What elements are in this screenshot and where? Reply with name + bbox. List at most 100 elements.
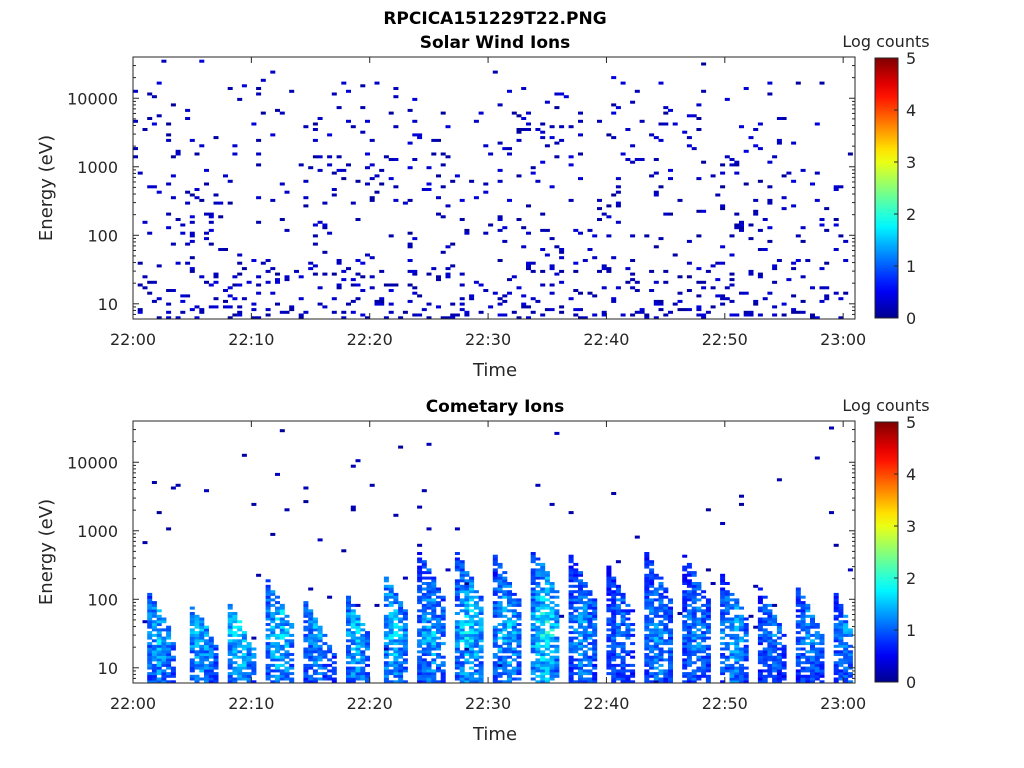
heatmap-cell bbox=[388, 177, 394, 181]
heatmap-cell bbox=[795, 655, 801, 659]
heatmap-cell bbox=[691, 587, 697, 591]
heatmap-cell bbox=[592, 294, 598, 298]
heatmap-cell bbox=[814, 658, 820, 662]
heatmap-cell bbox=[478, 644, 484, 648]
heatmap-cell bbox=[355, 603, 361, 607]
heatmap-cell bbox=[847, 650, 853, 654]
heatmap-cell bbox=[833, 598, 839, 602]
heatmap-cell bbox=[170, 666, 176, 670]
heatmap-cell bbox=[554, 590, 560, 594]
heatmap-cell bbox=[275, 472, 280, 476]
heatmap-cell bbox=[663, 625, 669, 629]
heatmap-cell bbox=[691, 661, 697, 665]
heatmap-cell bbox=[639, 310, 645, 314]
heatmap-cell bbox=[814, 672, 820, 676]
heatmap-cell bbox=[473, 614, 479, 618]
heatmap-cell bbox=[658, 647, 664, 651]
heatmap-cell bbox=[237, 253, 243, 257]
heatmap-cell bbox=[279, 631, 285, 635]
heatmap-cell bbox=[346, 267, 351, 271]
heatmap-cell bbox=[227, 620, 233, 624]
colorbar-tick-label: 4 bbox=[906, 465, 916, 484]
heatmap-cell bbox=[578, 669, 583, 673]
heatmap-cell bbox=[554, 658, 560, 662]
heatmap-cell bbox=[776, 653, 782, 656]
heatmap-cell bbox=[540, 248, 546, 251]
heatmap-cell bbox=[492, 554, 498, 558]
heatmap-cell bbox=[417, 642, 423, 646]
heatmap-cell bbox=[540, 633, 546, 637]
heatmap-cell bbox=[705, 568, 711, 572]
heatmap-cell bbox=[199, 620, 205, 624]
heatmap-cell bbox=[350, 278, 356, 282]
heatmap-cell bbox=[630, 655, 636, 659]
heatmap-cell bbox=[421, 489, 427, 493]
heatmap-cell bbox=[355, 283, 361, 287]
heatmap-cell bbox=[743, 310, 749, 314]
heatmap-cell bbox=[213, 280, 219, 284]
heatmap-cell bbox=[739, 674, 744, 678]
heatmap-cell bbox=[649, 582, 655, 585]
heatmap-cell bbox=[284, 677, 290, 681]
heatmap-cell bbox=[426, 661, 432, 665]
heatmap-cell bbox=[592, 653, 598, 656]
heatmap-cell bbox=[454, 672, 460, 676]
heatmap-cell bbox=[194, 305, 200, 309]
heatmap-cell bbox=[526, 231, 531, 235]
heatmap-cell bbox=[615, 677, 621, 681]
heatmap-cell bbox=[814, 653, 820, 656]
heatmap-cell bbox=[611, 644, 617, 648]
heatmap-cell bbox=[469, 297, 475, 301]
heatmap-cell bbox=[781, 313, 787, 317]
heatmap-cell bbox=[459, 628, 465, 632]
heatmap-cell bbox=[511, 666, 517, 670]
heatmap-cell bbox=[241, 655, 247, 659]
heatmap-cell bbox=[147, 280, 153, 284]
heatmap-cell bbox=[147, 603, 153, 607]
heatmap-cell bbox=[587, 669, 593, 673]
heatmap-cell bbox=[454, 590, 460, 594]
heatmap-cell bbox=[204, 658, 209, 662]
heatmap-cell bbox=[720, 620, 726, 624]
heatmap-cell bbox=[606, 623, 612, 626]
heatmap-cell bbox=[303, 500, 309, 504]
heatmap-cell bbox=[776, 636, 782, 640]
heatmap-cell bbox=[388, 590, 394, 594]
heatmap-cell bbox=[502, 239, 508, 243]
heatmap-cell bbox=[757, 661, 763, 665]
heatmap-cell bbox=[388, 620, 394, 624]
heatmap-cell bbox=[365, 182, 370, 186]
heatmap-cell bbox=[814, 633, 820, 637]
heatmap-cell bbox=[341, 310, 347, 314]
heatmap-cell bbox=[649, 571, 655, 575]
heatmap-cell bbox=[218, 248, 224, 251]
heatmap-cell bbox=[720, 598, 726, 602]
heatmap-cell bbox=[355, 636, 361, 640]
heatmap-cell bbox=[346, 302, 351, 306]
heatmap-cell bbox=[346, 661, 351, 665]
heatmap-cell bbox=[407, 299, 413, 303]
heatmap-cell bbox=[696, 305, 702, 309]
heatmap-cell bbox=[246, 642, 252, 646]
heatmap-cell bbox=[710, 305, 716, 309]
heatmap-cell bbox=[578, 152, 583, 156]
heatmap-cell bbox=[279, 672, 285, 676]
heatmap-cell bbox=[265, 606, 271, 610]
heatmap-cell bbox=[578, 177, 583, 181]
heatmap-cell bbox=[270, 663, 276, 667]
heatmap-cell bbox=[431, 601, 437, 605]
heatmap-cell bbox=[398, 680, 404, 684]
heatmap-cell bbox=[701, 603, 707, 607]
heatmap-cell bbox=[649, 289, 655, 292]
heatmap-cell bbox=[331, 297, 337, 301]
heatmap-cell bbox=[838, 623, 844, 626]
heatmap-cell bbox=[615, 674, 621, 678]
heatmap-cell bbox=[393, 631, 399, 635]
heatmap-cell bbox=[331, 188, 337, 191]
heatmap-cell bbox=[497, 647, 503, 651]
heatmap-cell bbox=[227, 606, 233, 610]
heatmap-cell bbox=[757, 272, 763, 276]
heatmap-cell bbox=[507, 644, 512, 648]
heatmap-cell bbox=[540, 122, 546, 126]
heatmap-cell bbox=[360, 642, 366, 646]
